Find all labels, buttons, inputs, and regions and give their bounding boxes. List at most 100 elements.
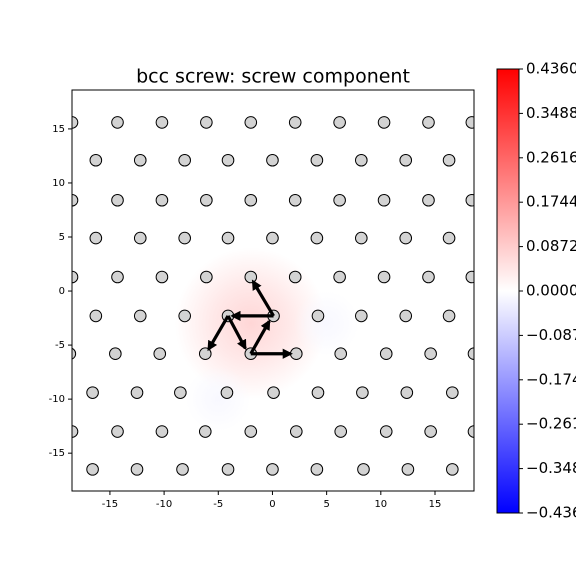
atom [377,193,391,207]
x-tick-label: 10 [374,499,387,510]
y-tick-label: 15 [52,124,65,135]
atom [442,153,456,167]
atom [446,386,459,399]
colorbar [496,68,520,514]
atom [399,153,413,167]
atom [155,425,169,438]
atom [111,116,124,129]
atom [200,193,213,207]
y-tick-label: -15 [49,448,65,459]
atom [289,347,303,361]
atom [266,463,279,476]
atom [221,231,235,245]
atom [155,193,169,207]
colorbar-tick-label: 0.2616 [526,148,576,166]
atom [465,193,474,207]
atom [130,463,144,476]
atom [267,386,280,399]
atom [109,347,122,361]
x-tick-label: 15 [429,499,442,510]
atom [153,347,167,361]
atom [422,193,435,207]
atom [178,231,191,245]
plot-area [72,116,474,476]
atom [400,386,414,399]
colorbar-tick-label: −0.087 [526,326,576,344]
atom [221,463,235,476]
colorbar-tick-label: 0.1744 [526,193,576,211]
atom [266,153,279,167]
atom [355,231,368,245]
atom [355,309,368,323]
colorbar-tick-label: 0.4360 [526,60,576,78]
atom [288,116,302,129]
atom [422,116,435,129]
atom [311,309,325,323]
atom [289,425,303,438]
atom [465,270,474,284]
atom [200,116,213,129]
atom [178,309,191,323]
atom [155,116,169,129]
atom [72,116,79,129]
atom [467,425,474,438]
y-tick-label: 10 [52,178,65,189]
atom [200,270,213,284]
atom [333,116,346,129]
atom [424,347,437,361]
atom [310,153,324,167]
x-tick-label: -5 [213,499,223,510]
atom [89,231,103,245]
axes-frame [71,89,475,492]
atom [333,270,346,284]
atom [133,153,147,167]
colorbar-tick-label: −0.348 [526,459,576,477]
atom [86,386,99,399]
atom [442,231,456,245]
atom [111,193,124,207]
colorbar-tick-label: 0.3488 [526,104,576,122]
colorbar-tick-label: −0.436 [526,504,576,522]
atom [221,153,235,167]
x-tick-label: 5 [323,499,329,510]
atom [334,425,348,438]
atom [244,116,258,129]
atom [377,116,391,129]
atom [89,153,103,167]
colorbar-tick-label: 0.0000 [526,282,576,300]
atom [111,270,124,284]
atom [333,193,346,207]
x-tick-label: -10 [156,499,172,510]
atom [244,425,258,438]
atom [399,231,413,245]
atom [442,309,456,323]
atom [288,193,302,207]
arrow [226,315,247,351]
chart-title: bcc screw: screw component [136,66,410,88]
colorbar-tick-label: 0.0872 [526,237,576,255]
y-tick-label: 0 [59,286,65,297]
atom [355,153,368,167]
atom [178,153,191,167]
atom [399,309,413,323]
arrow [207,315,230,352]
atom [72,425,79,438]
atom [310,231,324,245]
atom [446,463,459,476]
atom [422,270,435,284]
field-blob [174,247,327,400]
atom [244,193,258,207]
colorbar-tick-label: −0.261 [526,415,576,433]
atom [220,386,234,399]
atom [86,463,99,476]
atom [311,386,325,399]
atom [401,463,415,476]
atom [176,463,189,476]
arrow [251,279,275,317]
arrow [249,319,271,355]
atom [198,425,212,438]
atom [174,386,187,399]
atom [288,270,302,284]
atom [379,425,393,438]
